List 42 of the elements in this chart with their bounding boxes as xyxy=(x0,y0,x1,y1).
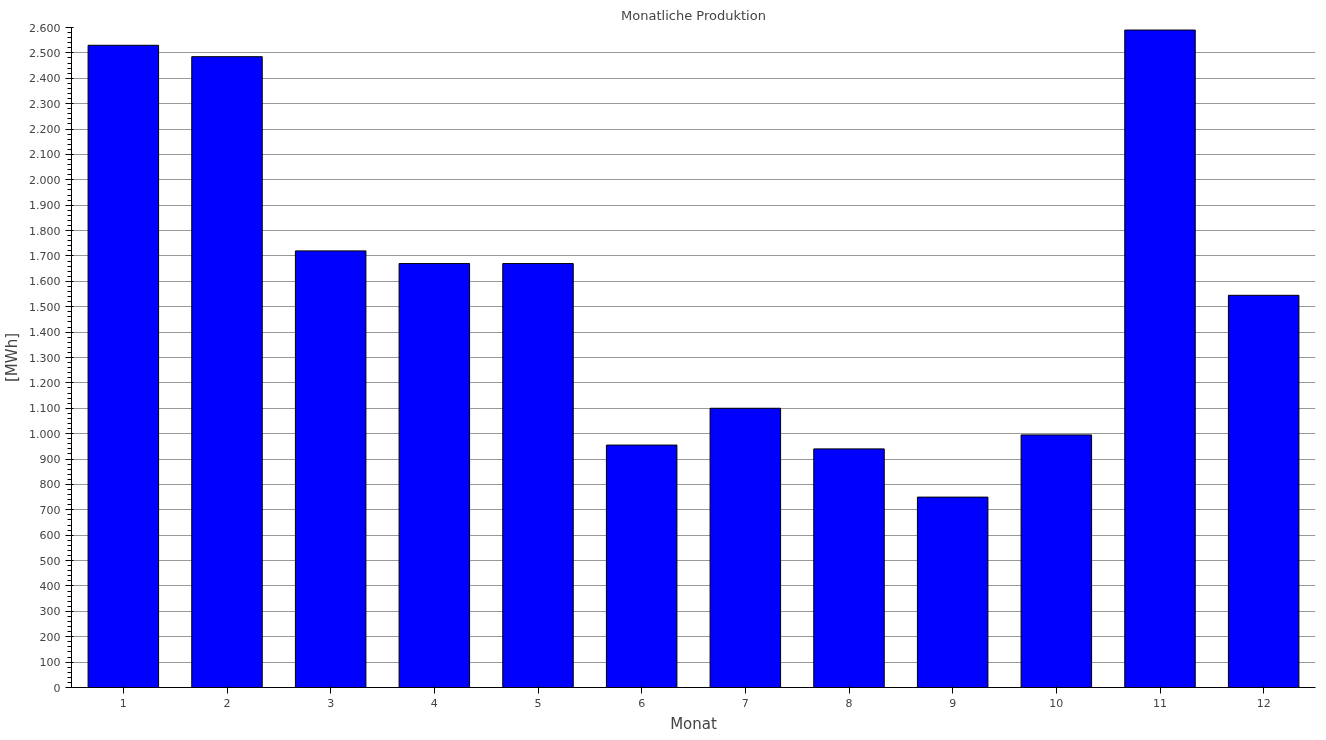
y-tick-label: 2.500 xyxy=(29,46,61,60)
x-tick-label: 7 xyxy=(741,696,749,710)
x-tick-label: 1 xyxy=(119,696,127,710)
y-tick-label: 1.300 xyxy=(29,351,61,365)
y-tick-label: 900 xyxy=(39,453,61,467)
y-tick-label: 0 xyxy=(53,681,61,695)
y-tick-label: 100 xyxy=(39,656,61,670)
x-tick-label: 5 xyxy=(534,696,542,710)
y-tick-label: 700 xyxy=(39,503,61,517)
y-tick-label: 1.600 xyxy=(29,275,61,289)
y-tick-label: 500 xyxy=(39,554,61,568)
x-tick-label: 9 xyxy=(949,696,957,710)
y-tick-label: 800 xyxy=(39,478,61,492)
y-tick-label: 2.600 xyxy=(29,21,61,35)
x-tick-label: 8 xyxy=(845,696,853,710)
y-tick-label: 1.100 xyxy=(29,402,61,416)
y-tick-label: 2.000 xyxy=(29,173,61,187)
x-axis-title: Monat xyxy=(670,714,717,733)
y-tick-label: 2.400 xyxy=(29,72,61,86)
y-tick-label: 1.900 xyxy=(29,199,61,213)
y-tick-label: 400 xyxy=(39,579,61,593)
x-tick-label: 2 xyxy=(223,696,231,710)
chart-title: Monatliche Produktion xyxy=(621,7,766,23)
y-tick-label: 1.800 xyxy=(29,224,61,238)
y-tick-label: 2.200 xyxy=(29,123,61,137)
y-tick-label: 2.100 xyxy=(29,148,61,162)
y-tick-label: 300 xyxy=(39,605,61,619)
x-tick-label: 6 xyxy=(638,696,646,710)
x-tick-label: 4 xyxy=(430,696,438,710)
x-tick-label: 11 xyxy=(1153,696,1167,710)
x-tick-label: 3 xyxy=(327,696,335,710)
x-tick-label: 10 xyxy=(1049,696,1064,710)
y-tick-label: 600 xyxy=(39,529,61,543)
y-tick-label: 1.500 xyxy=(29,300,61,314)
y-tick-label: 1.000 xyxy=(29,427,61,441)
y-axis-title: [MWh] xyxy=(3,333,22,382)
y-tick-label: 2.300 xyxy=(29,97,61,111)
y-tick-label: 1.400 xyxy=(29,326,61,340)
y-tick-label: 200 xyxy=(39,630,61,644)
y-tick-label: 1.700 xyxy=(29,249,61,263)
y-tick-label: 1.200 xyxy=(29,376,61,390)
x-tick-label: 12 xyxy=(1256,696,1271,710)
